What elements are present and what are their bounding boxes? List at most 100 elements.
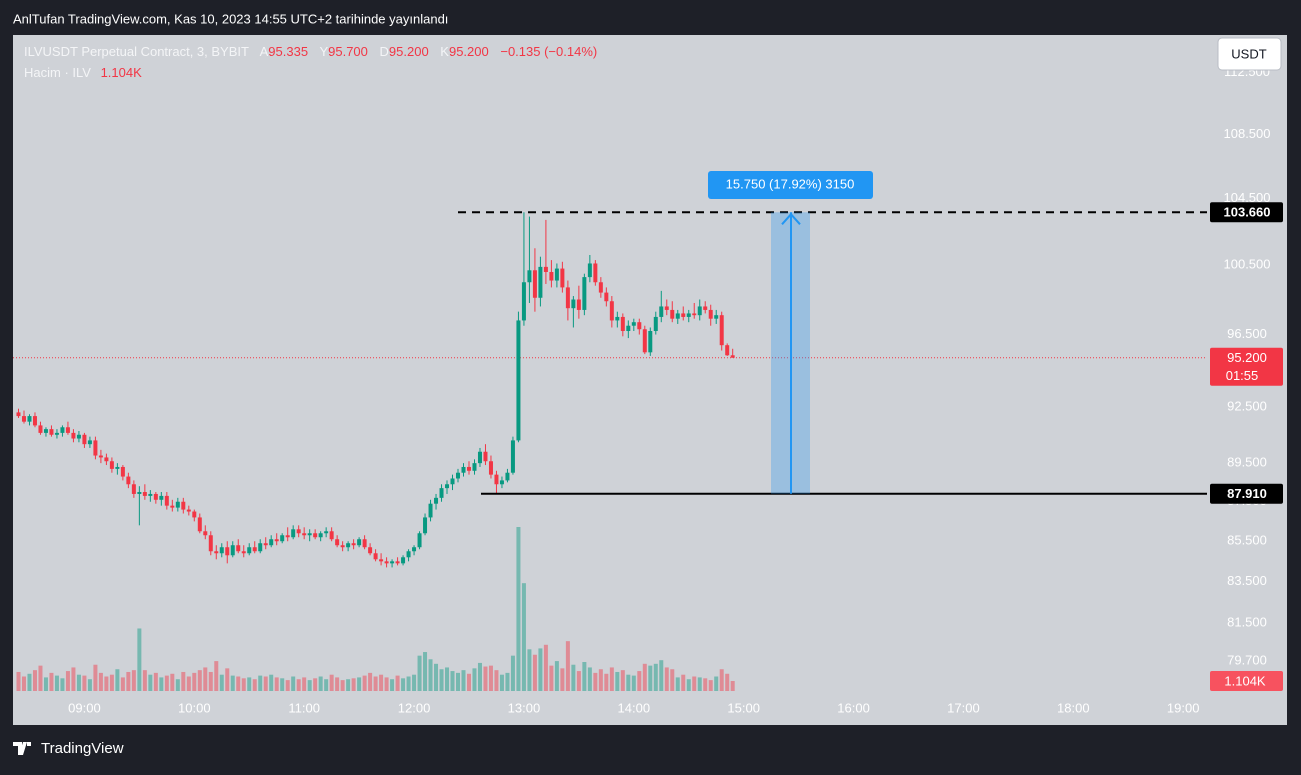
volume-bar	[98, 672, 103, 691]
volume-bar	[670, 669, 675, 691]
volume-bar	[456, 672, 461, 691]
volume-bar	[38, 665, 43, 691]
volume-name: Hacim · ILV	[24, 65, 91, 80]
candle-body	[582, 277, 587, 310]
x-tick-label: 18:00	[1057, 700, 1090, 715]
chart-layer: 112.500108.500104.500100.50096.50092.500…	[13, 64, 1283, 715]
volume-bar	[395, 675, 400, 691]
volume-bar	[587, 667, 592, 691]
candle-body	[466, 466, 471, 471]
currency-button-box[interactable]	[1217, 37, 1282, 71]
volume-bar	[346, 679, 351, 691]
volume-bar	[285, 680, 290, 691]
volume-bar	[571, 664, 576, 691]
candle-body	[159, 495, 164, 500]
footer-brand[interactable]: TradingView	[41, 740, 124, 757]
volume-bar	[477, 662, 482, 691]
legend-h: 95.700	[328, 44, 368, 59]
candle-body	[565, 287, 570, 309]
volume-bar	[450, 671, 455, 691]
last-price-label: 95.200	[1227, 350, 1267, 365]
volume-bar	[615, 671, 620, 691]
volume-bar	[43, 677, 48, 691]
y-tick-label: 79.700	[1227, 653, 1267, 668]
candle-body	[488, 461, 493, 475]
volume-bar	[730, 680, 735, 691]
volume-bar	[131, 670, 136, 691]
candle-body	[593, 263, 598, 283]
legend-change: −0.135 (−0.14%)	[500, 44, 597, 59]
candle-body	[225, 547, 230, 556]
candle-body	[401, 557, 406, 564]
volume-bar	[560, 668, 565, 691]
candle-body	[71, 432, 76, 439]
volume-bar	[373, 676, 378, 691]
price-label-box	[1210, 483, 1283, 504]
volume-bar	[230, 675, 235, 691]
candle-body	[653, 316, 658, 332]
candle-body	[263, 543, 268, 546]
candle-body	[247, 547, 252, 554]
candle-body	[98, 455, 103, 458]
volume-bar	[461, 670, 466, 691]
volume-bar	[719, 669, 724, 691]
candle-body	[664, 306, 669, 310]
volume-bar	[252, 679, 257, 691]
candle-body	[153, 493, 158, 500]
candle-body	[60, 427, 65, 433]
x-tick-label: 19:00	[1167, 700, 1200, 715]
candle-body	[609, 301, 614, 321]
currency-label[interactable]: USDT	[1231, 46, 1266, 61]
candle-body	[456, 472, 461, 479]
candle-body	[236, 545, 241, 552]
candle-body	[120, 466, 125, 477]
volume-bar	[104, 676, 109, 691]
volume-bar	[406, 676, 411, 691]
x-tick-label: 12:00	[398, 700, 431, 715]
candle-body	[82, 434, 87, 445]
candle-body	[197, 517, 202, 532]
y-tick-label: 83.500	[1227, 573, 1267, 588]
footer-logo[interactable]: TradingView	[13, 740, 124, 757]
candle-body	[499, 480, 504, 485]
volume-bar	[148, 674, 153, 691]
candle-body	[302, 533, 307, 536]
volume-bar	[417, 655, 422, 691]
volume-bar	[87, 679, 92, 691]
candle-body	[137, 492, 142, 494]
volume-bar	[692, 676, 697, 691]
candle-body	[357, 539, 362, 546]
volume-bar	[241, 678, 246, 691]
candle-body	[214, 551, 219, 554]
candle-body	[439, 488, 444, 498]
candle-body	[719, 315, 724, 346]
logo-mark[interactable]	[13, 742, 31, 755]
legend-o: 95.335	[268, 44, 308, 59]
volume-bar	[357, 677, 362, 691]
volume-bar	[549, 665, 554, 691]
volume-bar	[527, 649, 532, 691]
volume-bar	[598, 669, 603, 691]
measure-label-box	[708, 171, 873, 199]
volume-bar	[263, 676, 268, 691]
volume-bar	[192, 672, 197, 691]
volume-bar	[71, 667, 76, 691]
volume-bar	[439, 669, 444, 691]
currency-button[interactable]: USDT	[1217, 37, 1282, 71]
volume-bar	[714, 676, 719, 691]
candle-body	[49, 429, 54, 435]
x-tick-label: 14:00	[618, 700, 651, 715]
volume-bar	[642, 663, 647, 691]
volume-bar	[65, 671, 70, 691]
candle-body	[406, 551, 411, 558]
volume-bar	[54, 675, 59, 691]
volume-bar	[576, 671, 581, 691]
candle-body	[109, 461, 114, 469]
candle-body	[560, 268, 565, 288]
volume-bar	[280, 678, 285, 691]
x-tick-label: 16:00	[837, 700, 870, 715]
candle-body	[450, 478, 455, 485]
candle-body	[230, 545, 235, 556]
x-tick-label: 10:00	[178, 700, 211, 715]
volume-bar	[318, 676, 323, 691]
